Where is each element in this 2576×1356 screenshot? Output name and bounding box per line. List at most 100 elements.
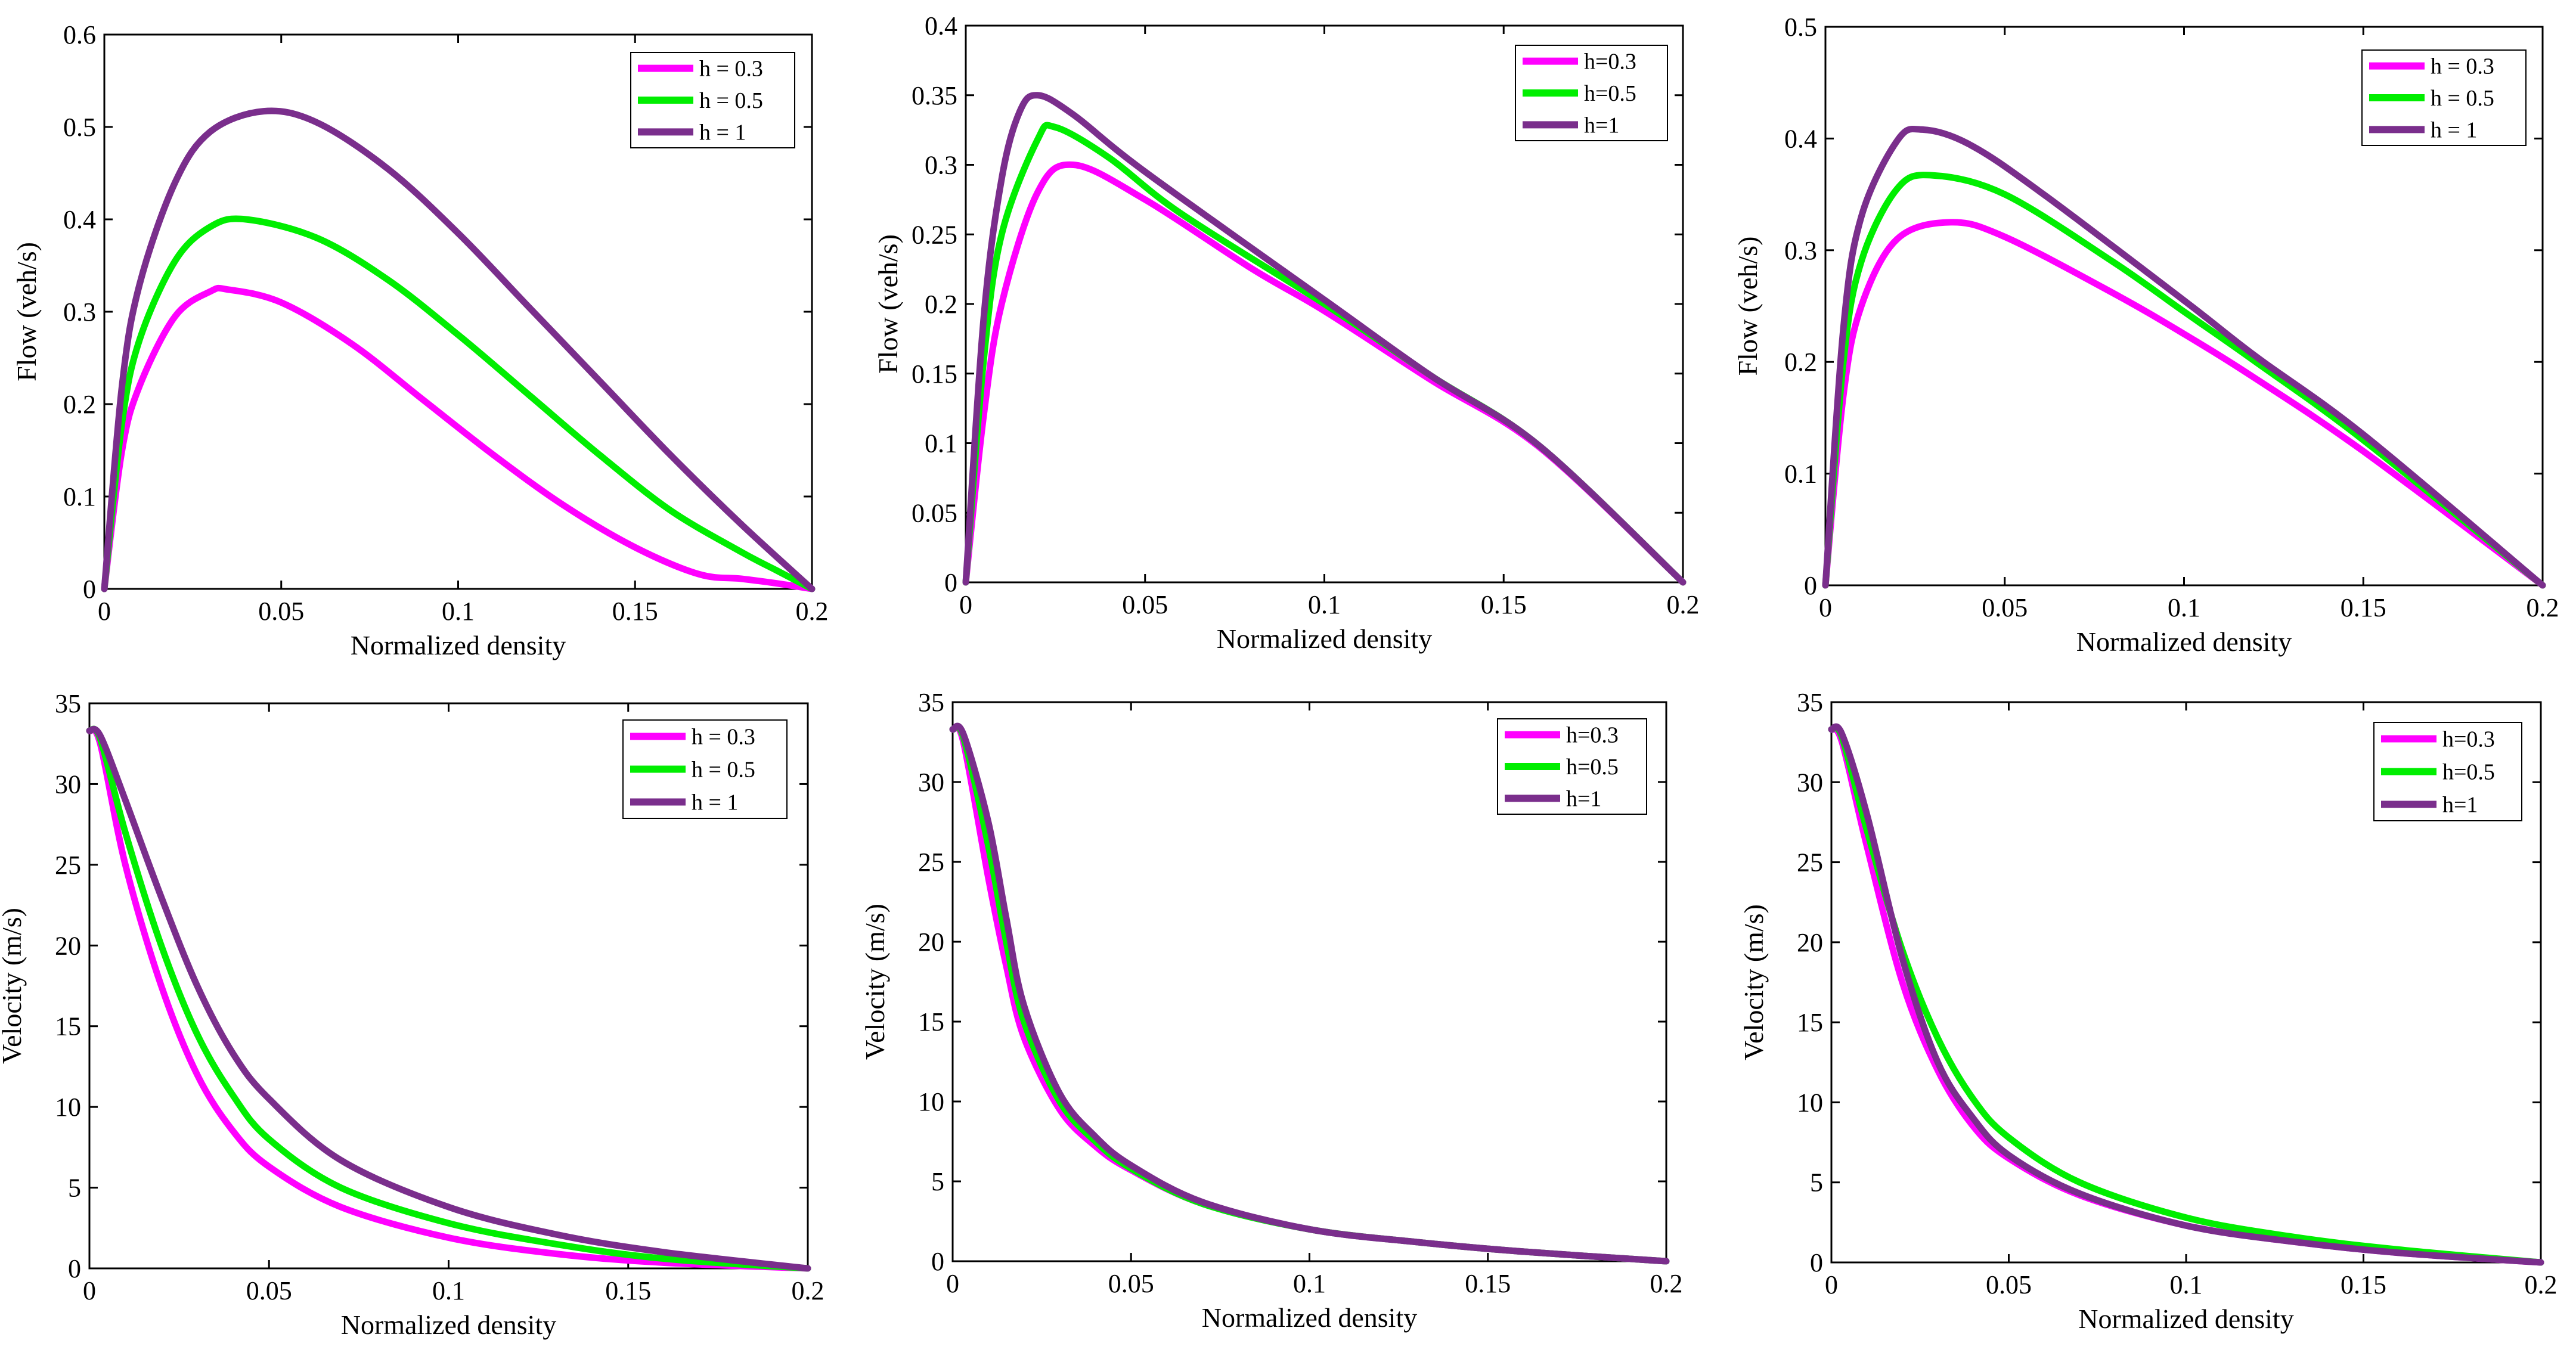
- legend-label: h=0.3: [2442, 727, 2495, 752]
- y-tick-label: 0.4: [925, 11, 957, 41]
- series-line-h0-5: [1822, 172, 2546, 589]
- y-tick-label: 0.2: [925, 290, 957, 319]
- x-tick-label: 0: [98, 597, 111, 626]
- legend: h = 0.3 h = 0.5 h = 1: [630, 52, 795, 148]
- y-tick-label: 0: [1804, 571, 1817, 600]
- y-axis-label: Velocity (m/s): [1738, 904, 1769, 1060]
- legend-label: h=0.5: [1566, 755, 1619, 780]
- y-axis-label: Flow (veh/s): [1732, 237, 1763, 376]
- y-tick-label: 0: [83, 575, 96, 604]
- x-axis-label: Normalized density: [2076, 626, 2292, 657]
- y-tick-label: 0.3: [925, 151, 957, 180]
- chart-panel-bottom-middle: 0 0.05 0.1 0.15 0.2 0 5 10 15 20 25 30 35 Normalized …: [860, 688, 1683, 1333]
- x-tick-label: 0.05: [1122, 590, 1168, 619]
- x-tick-label: 0.2: [792, 1276, 824, 1305]
- y-tick-label: 0: [944, 568, 957, 597]
- y-tick-label: 0: [68, 1254, 81, 1283]
- chart-panel-top-middle: 0 0.05 0.1 0.15 0.2 0 0.05 0.1 0.15 0.2 0.25 0.3 0.3…: [873, 11, 1700, 654]
- y-tick-label: 15: [1797, 1008, 1823, 1037]
- legend-label: h = 0.3: [692, 725, 755, 750]
- x-tick-label: 0.2: [1650, 1269, 1683, 1298]
- x-tick-label: 0.15: [605, 1276, 651, 1305]
- y-tick-label: 0.35: [912, 81, 957, 110]
- x-axis-label: Normalized density: [351, 630, 566, 660]
- legend-label: h = 0.5: [699, 88, 763, 113]
- series-line-h0-3: [101, 284, 816, 592]
- y-tick-label: 25: [55, 851, 81, 880]
- y-tick-label: 0.1: [1784, 460, 1817, 489]
- y-tick-label: 5: [1810, 1168, 1823, 1197]
- y-tick-label: 5: [931, 1167, 944, 1196]
- y-tick-label: 15: [918, 1007, 944, 1037]
- x-axis-label: Normalized density: [1202, 1302, 1418, 1333]
- series-line-h1: [962, 92, 1687, 586]
- legend-label: h = 0.3: [699, 57, 763, 82]
- legend: h=0.3 h=0.5 h=1: [2373, 722, 2522, 821]
- x-tick-label: 0.05: [258, 597, 304, 626]
- series-line-h1: [1828, 723, 2544, 1266]
- y-tick-label: 10: [1797, 1088, 1823, 1117]
- legend-label: h=0.3: [1566, 723, 1619, 748]
- x-tick-label: 0.1: [2168, 593, 2200, 622]
- x-tick-label: 0.15: [1465, 1269, 1511, 1298]
- y-tick-label: 20: [918, 927, 944, 957]
- series-line-h1: [86, 725, 811, 1272]
- legend-label: h=0.3: [1584, 49, 1636, 75]
- chart-panel-top-right: 0 0.05 0.1 0.15 0.2 0 0.1 0.2 0.3 0.4 0.5 Normalize…: [1732, 13, 2559, 657]
- legend-label: h = 1: [699, 120, 746, 145]
- x-tick-label: 0.05: [246, 1276, 292, 1305]
- x-tick-label: 0: [959, 590, 972, 619]
- legend-label: h=1: [1566, 786, 1601, 811]
- y-tick-label: 0.6: [63, 20, 96, 49]
- y-tick-label: 0.5: [63, 113, 96, 142]
- x-tick-label: 0.1: [2170, 1270, 2203, 1299]
- y-tick-label: 35: [55, 689, 81, 718]
- y-axis-label: Velocity (m/s): [860, 904, 890, 1060]
- y-tick-label: 25: [918, 848, 944, 877]
- y-tick-label: 30: [1797, 768, 1823, 797]
- y-tick-label: 5: [68, 1174, 81, 1203]
- legend-label: h = 0.5: [2431, 86, 2494, 111]
- x-tick-label: 0.1: [442, 597, 475, 626]
- series-line-h1: [101, 107, 816, 592]
- x-tick-label: 0.05: [1982, 593, 2028, 622]
- y-tick-label: 0.4: [63, 205, 96, 234]
- y-tick-label: 0.2: [63, 390, 96, 419]
- x-axis-label: Normalized density: [1217, 623, 1433, 654]
- legend: h=0.3 h=0.5 h=1: [1497, 718, 1647, 815]
- y-tick-label: 0.1: [925, 429, 957, 458]
- y-tick-label: 0: [931, 1247, 944, 1276]
- legend-label: h = 1: [692, 790, 738, 815]
- x-tick-label: 0.15: [2341, 1270, 2386, 1299]
- series-line-h0-3: [1822, 219, 2546, 589]
- x-axis-label: Normalized density: [341, 1310, 557, 1340]
- series-line-h0-3: [86, 726, 811, 1272]
- chart-panel-top-left: 0 0.05 0.1 0.15 0.2 0 0.1 0.2 0.3 0.4 0.5 0.6 Normal…: [11, 20, 829, 660]
- legend: h=0.3 h=0.5 h=1: [1515, 45, 1668, 141]
- legend-label: h = 1: [2431, 117, 2477, 142]
- legend-label: h=0.5: [1584, 81, 1636, 106]
- legend-label: h=1: [2442, 793, 2478, 818]
- y-tick-label: 0.4: [1784, 124, 1817, 153]
- legend: h = 0.3 h = 0.5 h = 1: [2361, 49, 2527, 146]
- y-tick-label: 35: [1797, 688, 1823, 717]
- x-tick-label: 0.2: [796, 597, 829, 626]
- y-tick-label: 0: [1810, 1248, 1823, 1277]
- y-axis-label: Velocity (m/s): [0, 908, 27, 1064]
- x-tick-label: 0.15: [2341, 593, 2386, 622]
- y-tick-label: 15: [55, 1012, 81, 1041]
- y-tick-label: 30: [918, 768, 944, 797]
- x-tick-label: 0: [1825, 1270, 1838, 1299]
- series-line-h0-5: [86, 725, 811, 1272]
- legend: h = 0.3 h = 0.5 h = 1: [622, 719, 788, 819]
- x-tick-label: 0.2: [2525, 1270, 2558, 1299]
- chart-panel-bottom-left: 0 0.05 0.1 0.15 0.2 0 5 10 15 20 25 30 35 Normalized …: [0, 689, 824, 1340]
- y-tick-label: 0.2: [1784, 347, 1817, 377]
- series-line-h0-5: [101, 215, 816, 592]
- y-tick-label: 0.3: [63, 297, 96, 327]
- y-tick-label: 0.5: [1784, 13, 1817, 42]
- x-tick-label: 0.1: [1308, 590, 1341, 619]
- y-tick-label: 0.25: [912, 220, 957, 249]
- x-tick-label: 0.1: [1293, 1269, 1326, 1298]
